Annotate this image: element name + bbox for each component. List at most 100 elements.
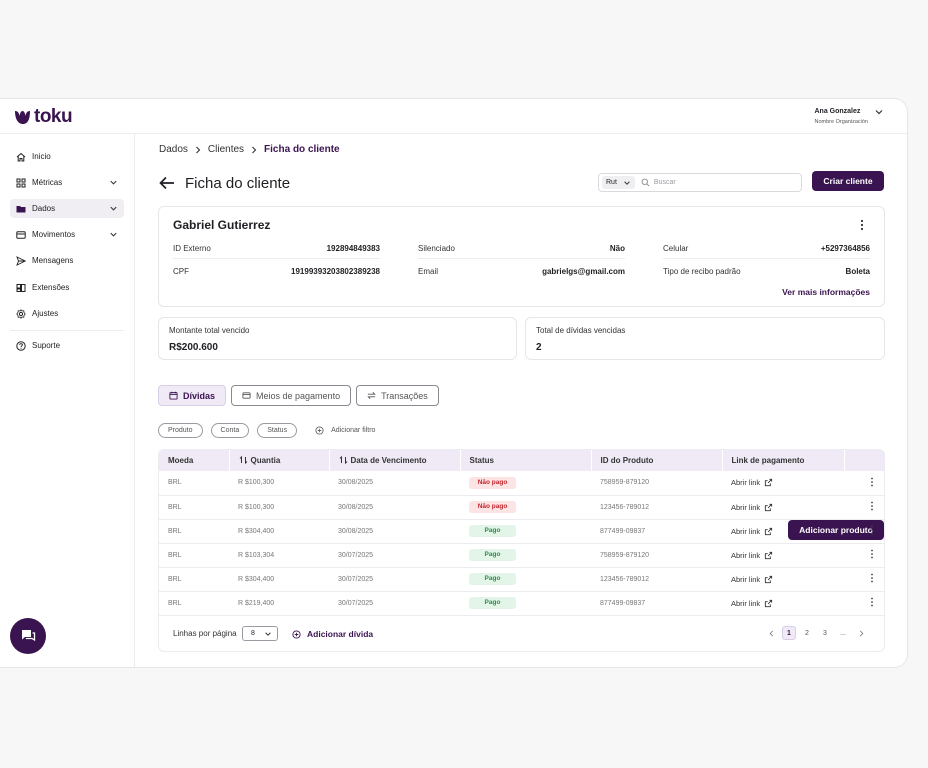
cell-payment-link[interactable]: Abrir link [722, 495, 844, 519]
add-debt-button[interactable]: Adicionar dívida [292, 629, 373, 639]
tab-meios-de-pagamento[interactable]: Meios de pagamento [231, 385, 352, 406]
filter-chip-conta[interactable]: Conta [210, 423, 250, 438]
add-filter-button[interactable]: Adicionar filtro [315, 426, 375, 435]
field-label: Celular [663, 244, 689, 253]
sidebar-item-inicio[interactable]: Inicio [10, 147, 124, 166]
sidebar-item-suporte[interactable]: Suporte [10, 336, 124, 355]
column-header-data-vencimento[interactable]: Data de Vencimento [329, 450, 461, 471]
sidebar-item-label: Mensagens [32, 256, 74, 265]
filter-chip-status[interactable]: Status [257, 423, 298, 438]
more-options-icon[interactable] [870, 501, 874, 511]
open-link[interactable]: Abrir link [731, 478, 761, 488]
external-link-icon [765, 479, 773, 487]
cell-currency: BRL [168, 479, 182, 487]
field-value: gabrielgs@gmail.com [542, 266, 625, 276]
create-client-button[interactable]: Criar cliente [812, 171, 884, 191]
table-row[interactable]: BRL R $304,400 30/08/2025 Pago 877499-09837 A… [159, 519, 884, 543]
prev-page-button[interactable] [764, 626, 778, 640]
breadcrumb-item-dados[interactable]: Dados [159, 144, 188, 155]
search-type-select[interactable]: Rut [602, 176, 635, 189]
table-row[interactable]: BRL R $103,304 30/07/2025 Pago 758959-879120… [159, 543, 884, 567]
cell-payment-link[interactable]: Abrir link [722, 543, 844, 567]
table-row[interactable]: BRL R $100,300 30/08/2025 Não pago 758959-87… [159, 471, 884, 495]
top-bar: toku Ana Gonzalez Nombre Organización [0, 99, 907, 134]
sidebar-item-metricas[interactable]: Métricas [10, 173, 124, 192]
table-row[interactable]: BRL R $100,300 30/08/2025 Não pago 123456-78… [159, 495, 884, 519]
table-body: BRL R $100,300 30/08/2025 Não pago 758959-87… [159, 471, 884, 615]
wallet-icon [242, 392, 251, 399]
column-header-status: Status [460, 450, 592, 471]
cell-due-date: 30/08/2025 [338, 527, 374, 535]
tab-dividas[interactable]: Dívidas [158, 385, 227, 406]
open-link[interactable]: Abrir link [731, 526, 761, 536]
rows-per-page-select[interactable]: 8 [242, 626, 278, 641]
open-link[interactable]: Abrir link [731, 598, 761, 608]
user-menu[interactable]: Ana Gonzalez Nombre Organización [815, 108, 869, 125]
cell-product-id: 123456-789012 [600, 575, 650, 583]
cell-status: Pago [460, 543, 591, 567]
chevron-right-icon [252, 146, 257, 153]
field-silenced: Silenciado Não [418, 239, 625, 259]
tabs: Dívidas Meios de pagamento Transações [158, 385, 439, 406]
add-product-button[interactable]: Adicionar produto [788, 520, 884, 540]
more-options-icon[interactable] [870, 573, 874, 583]
cell-due-date: 30/08/2025 [338, 479, 374, 487]
search-input[interactable] [653, 179, 784, 186]
logo[interactable]: toku [14, 107, 73, 126]
rows-per-page-label: Linhas por página [173, 629, 237, 638]
page-ellipsis: ... [840, 629, 846, 637]
open-link[interactable]: Abrir link [731, 550, 761, 560]
status-badge: Pago [469, 573, 516, 585]
cell-currency: BRL [168, 527, 182, 535]
sidebar-item-extensoes[interactable]: Extensões [10, 278, 124, 297]
open-link[interactable]: Abrir link [731, 502, 761, 512]
more-options-icon[interactable] [870, 549, 874, 559]
status-badge: Pago [469, 525, 516, 537]
sort-icon [239, 456, 247, 464]
stat-value: R$200.600 [169, 342, 218, 353]
stat-label: Total de dívidas vencidas [536, 326, 626, 335]
table-row[interactable]: BRL R $219,400 30/07/2025 Pago 877499-09837 A… [159, 591, 884, 615]
page-button-2[interactable]: 2 [805, 629, 809, 637]
more-options-icon[interactable] [870, 525, 874, 535]
external-link-icon [765, 599, 773, 607]
cell-currency: BRL [168, 503, 182, 511]
cell-status: Não pago [460, 471, 591, 495]
more-options-icon[interactable] [870, 477, 874, 487]
more-options-icon[interactable] [860, 219, 864, 231]
cell-payment-link[interactable]: Abrir link [722, 519, 844, 543]
field-external-id: ID Externo 192894849383 [173, 239, 380, 259]
sidebar-item-dados[interactable]: Dados [10, 199, 124, 218]
table-row[interactable]: BRL R $304,400 30/07/2025 Pago 123456-789012… [159, 567, 884, 591]
plus-circle-icon [315, 426, 324, 435]
more-info-link[interactable]: Ver mais informações [782, 287, 870, 297]
open-link[interactable]: Abrir link [731, 574, 761, 584]
column-header-label: Data de Vencimento [350, 456, 427, 465]
cell-product-id: 758959-879120 [600, 479, 650, 487]
page-button-1[interactable]: 1 [782, 626, 796, 640]
cell-due-date: 30/07/2025 [338, 599, 374, 607]
chat-support-button[interactable] [10, 618, 46, 654]
cell-payment-link[interactable]: Abrir link [722, 567, 844, 591]
card-icon [16, 230, 26, 239]
chevron-down-icon [624, 180, 630, 185]
column-header-quantia[interactable]: Quantia [229, 450, 330, 471]
sidebar-item-ajustes[interactable]: Ajustes [10, 304, 124, 323]
field-label: Tipo de recibo padrão [663, 266, 741, 276]
breadcrumb-item-clientes[interactable]: Clientes [207, 144, 245, 155]
chevron-down-icon[interactable] [874, 107, 884, 117]
cell-payment-link[interactable]: Abrir link [722, 471, 844, 495]
sidebar-item-movimentos[interactable]: Movimentos [10, 225, 124, 244]
cell-actions [844, 591, 884, 615]
filter-chip-produto[interactable]: Produto [158, 423, 203, 438]
tab-transacoes[interactable]: Transações [356, 385, 439, 406]
transfer-icon [367, 392, 376, 399]
sidebar-item-mensagens[interactable]: Mensagens [10, 251, 124, 270]
back-arrow-icon[interactable] [159, 176, 175, 190]
page-button-3[interactable]: 3 [823, 629, 827, 637]
cell-payment-link[interactable]: Abrir link [722, 591, 844, 615]
calendar-icon [169, 391, 178, 400]
next-page-button[interactable] [854, 626, 868, 640]
status-badge: Pago [469, 597, 516, 609]
more-options-icon[interactable] [870, 597, 874, 607]
